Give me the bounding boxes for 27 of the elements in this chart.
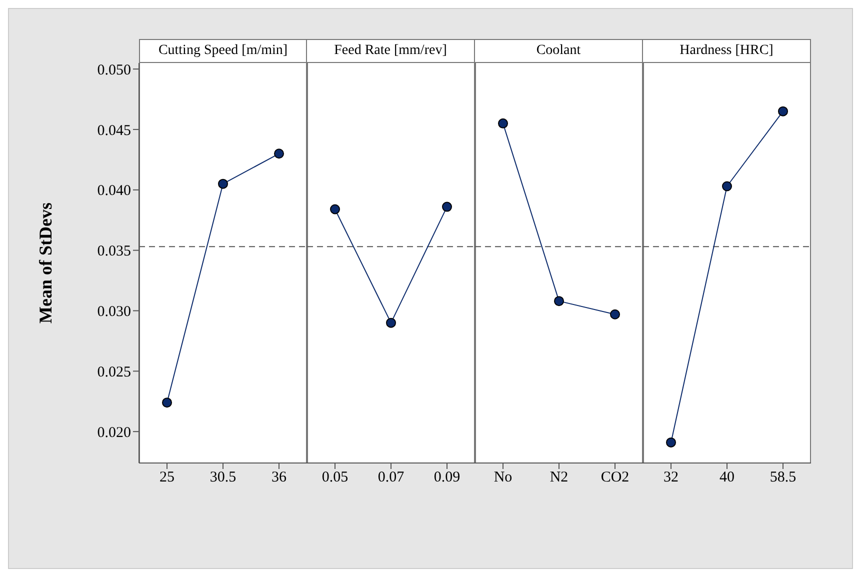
chart-title: Hardness [HRC] [643, 39, 811, 63]
y-tick-label: 0.040 [97, 183, 131, 200]
x-tick-label: 58.5 [770, 470, 796, 486]
y-tick-label: 0.025 [97, 364, 131, 380]
x-tick-label: 32 [664, 470, 678, 486]
x-tick-label: N2 [550, 470, 568, 486]
chart-title: Feed Rate [mm/rev] [307, 39, 475, 63]
x-tick-label: 0.09 [434, 470, 460, 486]
y-tick-label: 0.045 [97, 122, 131, 139]
y-tick-label: 0.020 [97, 424, 131, 441]
chart-title: Coolant [475, 39, 643, 63]
x-tick-label: 30.5 [210, 470, 236, 486]
y-tick-label: 0.050 [97, 62, 131, 78]
y-axis-title: Mean of StDevs [35, 202, 56, 324]
point [274, 148, 284, 159]
x-tick-label: 40 [720, 470, 734, 486]
chart-title: Cutting Speed [m/min] [139, 39, 307, 63]
x-tick-label: 25 [160, 470, 174, 486]
x-tick-label: 0.05 [322, 470, 348, 486]
y-tick-label: 0.035 [97, 244, 131, 260]
x-tick-label: 0.07 [378, 470, 405, 486]
x-tick-label: No [494, 470, 512, 486]
point [218, 178, 228, 189]
point [162, 398, 172, 408]
y-tick-label: 0.030 [97, 304, 131, 320]
x-tick-label: 36 [272, 470, 287, 486]
x-tick-label: CO2 [600, 470, 630, 486]
